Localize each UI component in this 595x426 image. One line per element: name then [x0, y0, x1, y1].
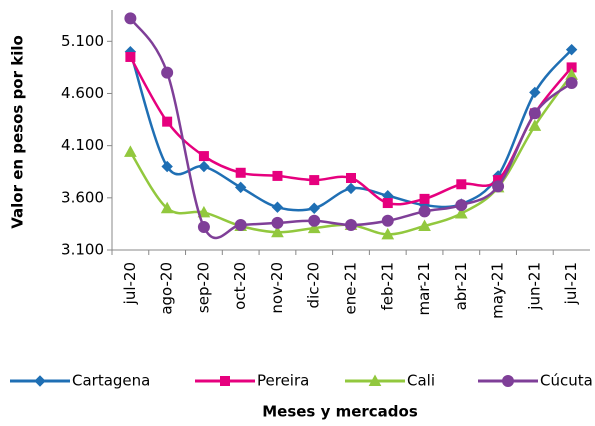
- marker: [381, 227, 395, 240]
- marker: [124, 145, 137, 157]
- marker: [368, 374, 382, 386]
- x-tick-label: jul-20: [121, 262, 139, 305]
- marker: [345, 182, 357, 195]
- marker: [418, 205, 431, 218]
- marker: [234, 181, 247, 194]
- series-line: [129, 73, 573, 236]
- marker: [271, 225, 284, 238]
- legend-label: Pereira: [257, 372, 309, 390]
- marker: [455, 199, 468, 212]
- marker: [528, 107, 541, 120]
- legend-label: Cúcuta: [540, 372, 593, 390]
- y-tick-label: 5.100: [61, 32, 104, 50]
- marker: [528, 119, 542, 131]
- x-tick-label: jun-21: [525, 262, 543, 311]
- x-axis-title: Meses y mercados: [262, 403, 418, 421]
- y-tick-label: 4.600: [61, 84, 104, 102]
- marker: [197, 205, 211, 218]
- marker: [529, 86, 541, 99]
- x-tick-label: oct-20: [231, 262, 249, 310]
- marker: [345, 218, 357, 231]
- x-tick-label: nov-20: [268, 262, 286, 314]
- marker: [565, 43, 578, 56]
- marker: [220, 376, 230, 386]
- marker: [160, 201, 174, 214]
- x-tick-label: ago-20: [158, 262, 176, 315]
- marker: [309, 175, 320, 186]
- marker: [198, 151, 209, 162]
- marker: [419, 193, 430, 204]
- x-tick-label: feb-21: [378, 262, 396, 311]
- y-tick-label: 4.100: [61, 136, 104, 154]
- x-tick-label: may-21: [489, 262, 507, 319]
- marker: [272, 170, 283, 181]
- marker: [502, 375, 514, 387]
- marker: [492, 180, 505, 193]
- marker: [198, 160, 210, 173]
- marker: [454, 206, 468, 219]
- marker: [197, 221, 210, 234]
- marker: [235, 167, 246, 178]
- marker: [456, 179, 467, 190]
- x-tick-label: mar-21: [415, 262, 433, 316]
- marker: [308, 214, 321, 227]
- marker: [418, 219, 431, 231]
- marker: [308, 202, 320, 214]
- marker: [346, 173, 356, 183]
- marker: [234, 218, 247, 231]
- x-tick-label: jul-21: [562, 262, 580, 305]
- x-tick-label: sep-20: [194, 262, 212, 313]
- marker: [162, 116, 173, 127]
- marker: [565, 77, 578, 90]
- y-axis-title: Valor en pesos por kilo: [9, 35, 27, 229]
- y-tick-label: 3.100: [61, 241, 104, 259]
- marker: [307, 221, 321, 234]
- marker: [271, 216, 284, 229]
- marker: [34, 375, 46, 387]
- x-tick-label: dic-20: [305, 262, 323, 308]
- y-tick-label: 3.600: [61, 188, 104, 206]
- marker: [381, 214, 394, 227]
- marker: [382, 198, 393, 209]
- series-line: [129, 17, 573, 240]
- marker: [161, 160, 173, 173]
- marker: [161, 66, 174, 79]
- x-tick-label: ene-21: [342, 262, 360, 314]
- x-tick-label: abr-21: [452, 262, 470, 310]
- legend-label: Cali: [407, 372, 435, 390]
- marker: [125, 51, 136, 62]
- marker: [124, 12, 137, 25]
- marker: [271, 201, 284, 213]
- legend-label: Cartagena: [72, 372, 150, 390]
